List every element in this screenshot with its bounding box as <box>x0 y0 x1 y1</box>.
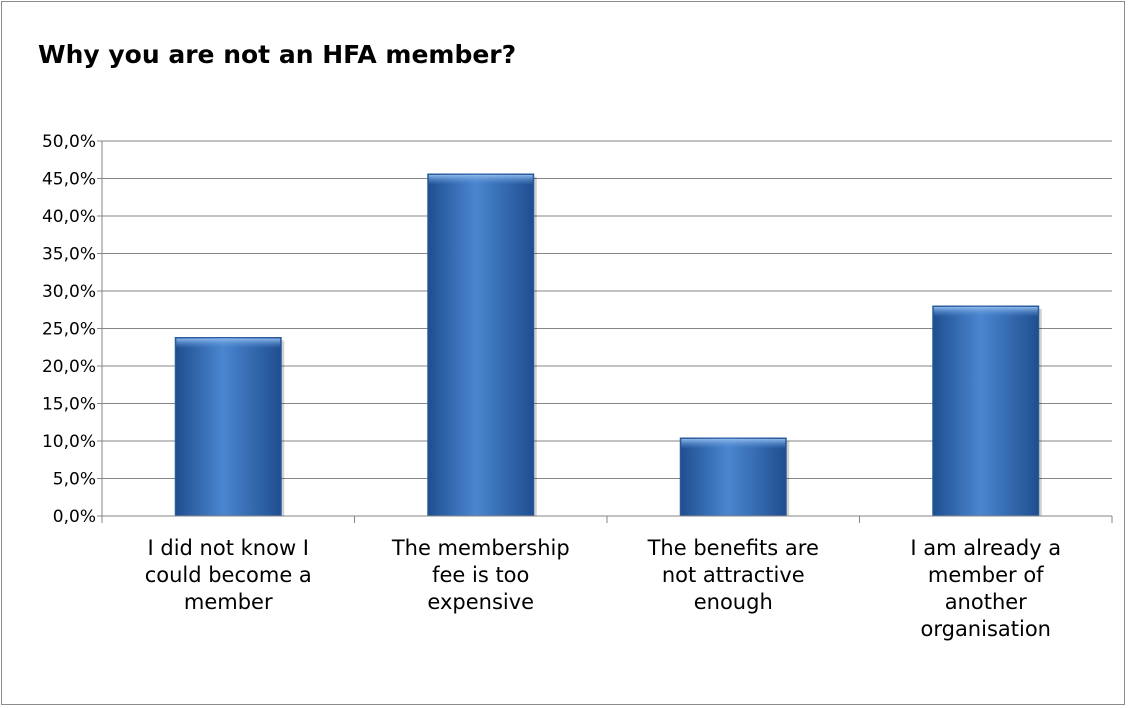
y-axis-ticks: 0,0% 5,0% 10,0% 15,0% 20,0% 25,0% 30,0% 35,0% 40… <box>42 132 102 527</box>
x-category-label-line: I am already a <box>910 536 1062 560</box>
x-category-label-line: expensive <box>427 590 535 614</box>
y-tick-label: 0,0% <box>53 507 96 527</box>
y-tick-label: 50,0% <box>42 132 96 152</box>
y-tick-label: 5,0% <box>53 470 96 490</box>
y-tick-label: 10,0% <box>42 432 96 452</box>
bar <box>679 437 790 517</box>
bar-rect <box>427 173 535 517</box>
x-category-label: I did not know I could become a member <box>108 535 348 616</box>
bar <box>427 173 537 517</box>
y-tick-label: 45,0% <box>42 170 96 190</box>
y-tick-label: 20,0% <box>42 357 96 377</box>
bar-highlight <box>428 175 533 185</box>
x-category-label-line: another <box>944 590 1027 614</box>
x-category-label-line: member of <box>927 563 1044 587</box>
y-tick-label: 35,0% <box>42 245 96 265</box>
bars <box>174 173 1042 517</box>
bar-rect <box>679 437 787 517</box>
x-category-label-line: The benefits are <box>647 536 819 560</box>
bar-highlight <box>933 307 1038 317</box>
chart-title: Why you are not an HFA member? <box>38 40 517 69</box>
bar-rect <box>932 305 1040 517</box>
x-category-label: The membership fee is too expensive <box>361 535 601 616</box>
x-category-label-line: fee is too <box>432 563 530 587</box>
x-category-label: The benefits are not attractive enough <box>613 535 853 616</box>
x-category-label-line: organisation <box>920 617 1052 641</box>
y-tick-label: 40,0% <box>42 207 96 227</box>
y-tick-label: 30,0% <box>42 282 96 302</box>
x-category-label: I am already a member of another organisati… <box>866 535 1106 643</box>
y-tick-label: 25,0% <box>42 320 96 340</box>
y-tick-label: 15,0% <box>42 395 96 415</box>
x-category-label-line: The membership <box>391 536 570 560</box>
bar-highlight <box>176 338 281 349</box>
x-category-label-line: enough <box>693 590 773 614</box>
bar <box>932 305 1042 517</box>
x-category-label-line: not attractive <box>661 563 805 587</box>
x-category-label-line: member <box>183 590 273 614</box>
bar-highlight <box>681 439 786 449</box>
bar <box>174 337 285 517</box>
bar-rect <box>174 337 282 517</box>
x-category-label-line: I did not know I <box>147 536 309 560</box>
x-category-label-line: could become a <box>144 563 312 587</box>
